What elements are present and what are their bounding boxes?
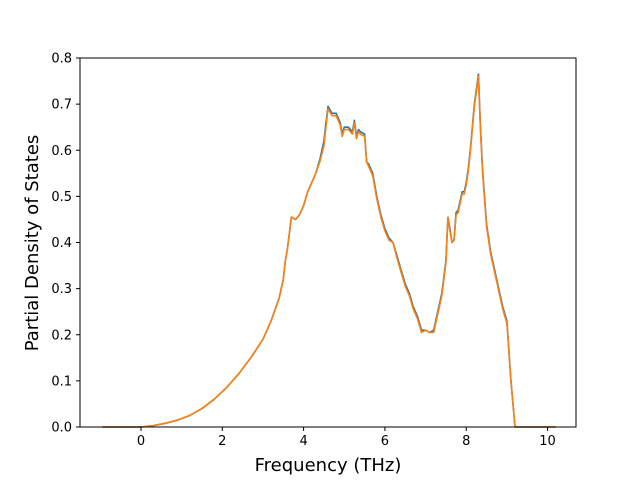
y-tick-label: 0.7 [51,98,72,113]
x-tick-label: 0 [137,434,145,449]
x-tick-label: 4 [299,434,307,449]
y-tick-label: 0.3 [51,282,72,297]
x-tick-label: 8 [462,434,470,449]
x-tick-label: 6 [381,434,389,449]
y-axis-ticks: 0.0 0.1 0.2 0.3 0.4 0.5 0.6 0.7 0.8 [51,52,80,436]
y-tick-label: 0.2 [51,328,72,343]
series-layer [102,73,556,428]
y-axis-label: Partial Density of States [22,135,43,352]
x-tick-label: 10 [539,434,556,449]
x-axis-ticks: 0 2 4 6 8 10 [137,427,556,449]
y-tick-label: 0.6 [51,144,72,159]
plot-area [80,58,576,427]
x-tick-label: 2 [218,434,226,449]
y-tick-label: 0.0 [51,421,72,436]
y-tick-label: 0.5 [51,190,72,205]
x-axis-label: Frequency (THz) [255,455,402,476]
y-tick-label: 0.8 [51,52,72,67]
y-tick-label: 0.1 [51,374,72,389]
y-tick-label: 0.4 [51,236,72,251]
series-line-2 [102,75,556,428]
